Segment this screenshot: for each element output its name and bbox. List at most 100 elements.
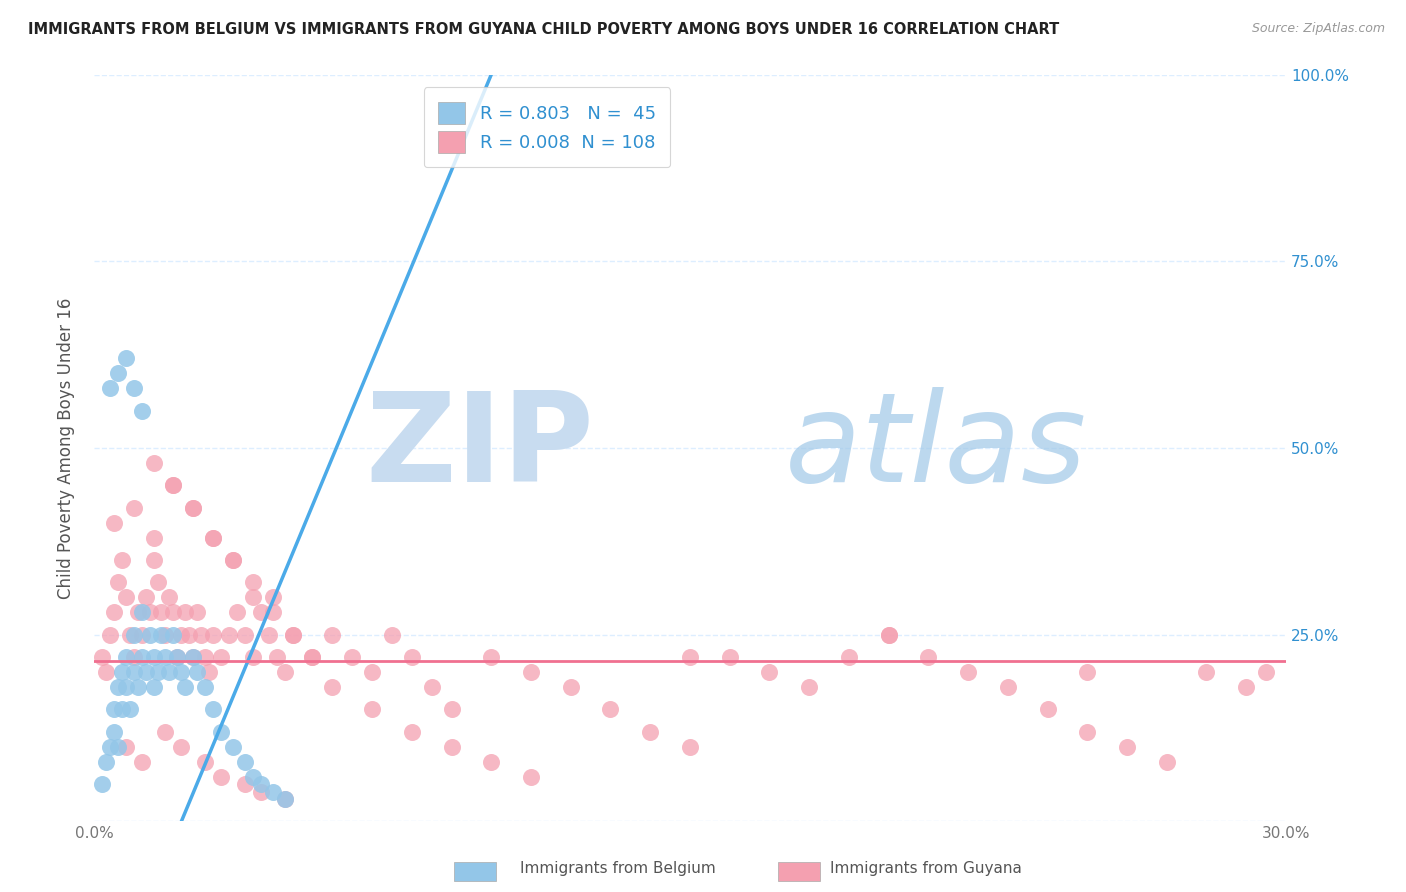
Point bbox=[150, 605, 173, 619]
Point bbox=[98, 381, 121, 395]
Text: Source: ZipAtlas.com: Source: ZipAtlas.com bbox=[1251, 22, 1385, 36]
Point bbox=[242, 575, 264, 590]
Point bbox=[162, 478, 184, 492]
Point bbox=[155, 724, 177, 739]
Point bbox=[170, 665, 193, 679]
Point bbox=[209, 650, 232, 665]
Point bbox=[361, 702, 384, 716]
Point bbox=[1234, 680, 1257, 694]
Point bbox=[170, 739, 193, 754]
Point bbox=[401, 724, 423, 739]
Point bbox=[250, 777, 273, 791]
Point bbox=[266, 650, 288, 665]
Point bbox=[838, 650, 860, 665]
Point bbox=[90, 777, 112, 791]
Point bbox=[146, 665, 169, 679]
Point bbox=[479, 755, 502, 769]
Point bbox=[94, 665, 117, 679]
Point bbox=[131, 605, 153, 619]
Point bbox=[321, 628, 343, 642]
Point bbox=[122, 628, 145, 642]
Point bbox=[159, 591, 181, 605]
Point bbox=[142, 456, 165, 470]
Point bbox=[1156, 755, 1178, 769]
Point bbox=[107, 366, 129, 380]
Point bbox=[179, 628, 201, 642]
Point bbox=[242, 770, 264, 784]
Point bbox=[94, 755, 117, 769]
Point bbox=[98, 739, 121, 754]
Point bbox=[155, 628, 177, 642]
Point bbox=[520, 665, 543, 679]
Point bbox=[142, 650, 165, 665]
Point bbox=[273, 792, 295, 806]
Point bbox=[181, 650, 204, 665]
Text: ZIP: ZIP bbox=[366, 387, 595, 508]
Point bbox=[159, 665, 181, 679]
Point bbox=[166, 650, 188, 665]
Point bbox=[118, 628, 141, 642]
Point bbox=[186, 665, 208, 679]
Point bbox=[202, 702, 225, 716]
Point bbox=[420, 680, 443, 694]
Point bbox=[190, 628, 212, 642]
Point bbox=[222, 553, 245, 567]
Point bbox=[111, 702, 134, 716]
Point bbox=[142, 531, 165, 545]
Point bbox=[917, 650, 939, 665]
Point bbox=[194, 680, 217, 694]
Point bbox=[520, 770, 543, 784]
Point bbox=[381, 628, 404, 642]
Point bbox=[166, 650, 188, 665]
Point bbox=[1076, 724, 1098, 739]
Point bbox=[114, 739, 136, 754]
Point bbox=[111, 553, 134, 567]
Point bbox=[209, 770, 232, 784]
Text: atlas: atlas bbox=[786, 387, 1087, 508]
Point bbox=[146, 575, 169, 590]
Point bbox=[242, 591, 264, 605]
Point bbox=[198, 665, 221, 679]
Point bbox=[301, 650, 323, 665]
Point bbox=[111, 665, 134, 679]
Point bbox=[1036, 702, 1059, 716]
Point bbox=[162, 628, 184, 642]
Point bbox=[957, 665, 980, 679]
Point bbox=[233, 777, 256, 791]
Point bbox=[218, 628, 240, 642]
Point bbox=[114, 680, 136, 694]
Point bbox=[114, 650, 136, 665]
Point bbox=[155, 650, 177, 665]
Point bbox=[103, 605, 125, 619]
Point bbox=[98, 628, 121, 642]
Point bbox=[401, 650, 423, 665]
Point bbox=[202, 531, 225, 545]
Point bbox=[122, 650, 145, 665]
Point bbox=[1195, 665, 1218, 679]
Point bbox=[103, 724, 125, 739]
Point bbox=[122, 665, 145, 679]
Point bbox=[440, 739, 463, 754]
Point bbox=[262, 591, 284, 605]
Point bbox=[194, 755, 217, 769]
Point bbox=[131, 650, 153, 665]
Point bbox=[186, 605, 208, 619]
Point bbox=[273, 665, 295, 679]
Point bbox=[131, 755, 153, 769]
Point bbox=[131, 403, 153, 417]
Point bbox=[226, 605, 249, 619]
Point bbox=[138, 628, 160, 642]
Point bbox=[170, 628, 193, 642]
Point bbox=[103, 702, 125, 716]
Point bbox=[877, 628, 900, 642]
Point bbox=[103, 516, 125, 530]
Point bbox=[250, 784, 273, 798]
Point bbox=[202, 531, 225, 545]
Point bbox=[997, 680, 1019, 694]
Point bbox=[142, 553, 165, 567]
Point bbox=[209, 724, 232, 739]
Point bbox=[679, 650, 702, 665]
Point bbox=[1116, 739, 1139, 754]
Point bbox=[114, 351, 136, 366]
Point bbox=[222, 739, 245, 754]
